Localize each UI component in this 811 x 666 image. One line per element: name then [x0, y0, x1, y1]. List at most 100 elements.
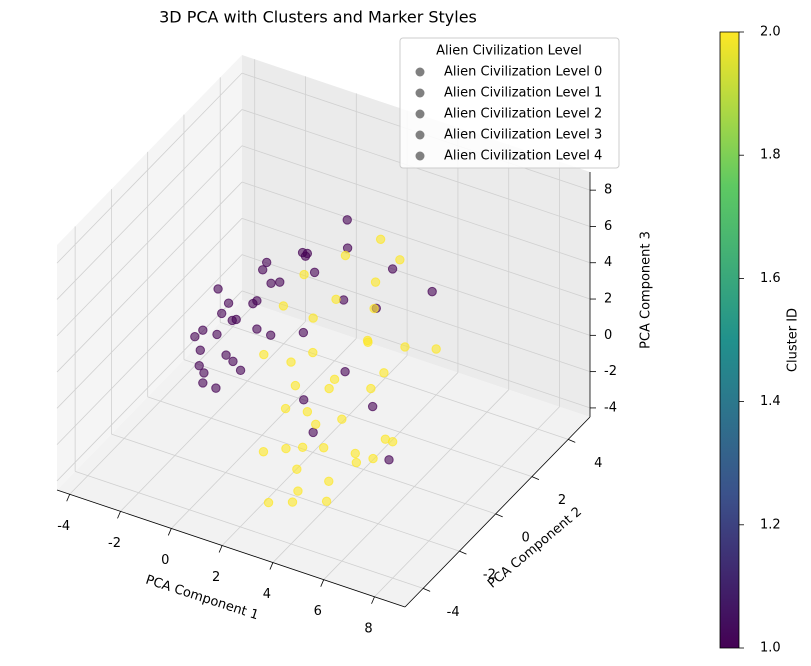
- y-tick-label: 4: [594, 456, 602, 471]
- colorbar-tick-label: 1.2: [760, 517, 781, 532]
- x-tick-label: 6: [314, 604, 322, 619]
- x-tick: [269, 562, 274, 570]
- point: [261, 257, 272, 268]
- point: [308, 427, 318, 438]
- y-tick-label: -4: [447, 605, 460, 620]
- grid-line: [241, 290, 591, 409]
- point: [213, 284, 223, 294]
- grid-line: [120, 321, 306, 512]
- point: [299, 395, 309, 405]
- point: [311, 419, 321, 429]
- x-tick: [371, 596, 375, 604]
- colorbar-tick-label: 1.8: [760, 148, 781, 163]
- point: [199, 368, 209, 378]
- point: [265, 330, 276, 340]
- colorbar-label: Cluster ID: [786, 308, 801, 372]
- grid-line: [69, 303, 255, 495]
- points: [190, 215, 441, 508]
- grid-line: [56, 290, 243, 482]
- x-tick-label: 2: [212, 570, 220, 585]
- point: [281, 443, 291, 454]
- point: [342, 215, 352, 225]
- x-tick-label: -4: [57, 519, 70, 534]
- point: [235, 365, 246, 376]
- y-tick: [495, 513, 503, 518]
- grid-line: [75, 470, 424, 589]
- legend: Alien Civilization Level 0 Alien Civiliza…: [415, 65, 602, 164]
- point: [366, 383, 376, 394]
- grid-line: [241, 217, 591, 336]
- point: [198, 378, 208, 388]
- point: [194, 361, 204, 371]
- point: [387, 264, 398, 274]
- z-tick-label: 8: [604, 183, 612, 198]
- axes: -4 -2 0 2 4 6 8 -4 -2 0 2 4 -4 -2 0 2 4 6 8: [56, 172, 617, 636]
- point: [367, 401, 378, 412]
- grid-line: [56, 145, 243, 337]
- legend-marker: [415, 109, 425, 119]
- point: [375, 234, 386, 245]
- grid-line: [221, 355, 408, 546]
- grid-line: [220, 321, 569, 440]
- point: [292, 464, 302, 474]
- point: [223, 298, 234, 308]
- grid-line: [241, 181, 591, 300]
- point: [351, 457, 362, 468]
- point: [400, 342, 410, 352]
- y-tick-label: 2: [558, 493, 566, 508]
- y-tick: [568, 438, 576, 443]
- point: [309, 267, 320, 278]
- point: [263, 497, 274, 508]
- grid-line: [111, 433, 460, 552]
- legend-label: Alien Civilization Level 3: [444, 128, 602, 143]
- x-tick-label: 8: [364, 621, 372, 636]
- x-tick: [117, 511, 121, 519]
- y-tick-label: -2: [483, 568, 496, 583]
- point: [252, 296, 262, 306]
- point: [298, 327, 309, 338]
- point: [299, 269, 309, 280]
- colorbar-tick-label: 1.4: [760, 394, 781, 409]
- point: [302, 407, 313, 417]
- point: [338, 295, 349, 305]
- chart-title: 3D PCA with Clusters and Marker Styles: [159, 8, 477, 27]
- x-tick-label: 0: [161, 553, 169, 568]
- point: [221, 350, 231, 360]
- legend-box: [399, 37, 620, 169]
- legend-label: Alien Civilization Level 0: [444, 65, 602, 80]
- x-axis-label: PCA Component 1: [144, 573, 261, 624]
- point: [287, 497, 298, 507]
- point: [324, 476, 334, 486]
- point: [331, 294, 341, 305]
- point: [340, 250, 351, 261]
- point: [278, 301, 289, 311]
- point: [198, 325, 208, 335]
- point: [395, 255, 405, 265]
- point: [387, 437, 398, 447]
- x-tick-label: -2: [108, 536, 121, 551]
- colorbar-ticks: 1.0 1.2 1.4 1.6 1.8 2.0: [739, 25, 781, 656]
- legend-label: Alien Civilization Level 4: [444, 149, 602, 164]
- panes: [57, 55, 590, 607]
- legend-label: Alien Civilization Level 1: [444, 86, 602, 101]
- y-tick: [531, 476, 540, 480]
- grid-line: [272, 372, 459, 563]
- point: [195, 345, 205, 355]
- z-axis-label: PCA Component 3: [639, 231, 654, 349]
- colorbar-tick-label: 1.6: [760, 271, 781, 286]
- point: [340, 366, 350, 377]
- colorbar: [719, 31, 740, 649]
- legend-marker: [415, 88, 425, 98]
- grid-line: [56, 72, 243, 264]
- colorbar-tick-label: 1.0: [760, 641, 781, 656]
- grid-line: [183, 359, 533, 477]
- point: [318, 443, 329, 453]
- left-pane: [57, 55, 242, 490]
- grid-line: [147, 396, 496, 515]
- x-tick: [167, 528, 172, 536]
- grid-line: [56, 218, 243, 409]
- z-tick-label: 2: [604, 292, 612, 307]
- grid-line: [56, 254, 243, 445]
- legend-marker: [415, 151, 425, 161]
